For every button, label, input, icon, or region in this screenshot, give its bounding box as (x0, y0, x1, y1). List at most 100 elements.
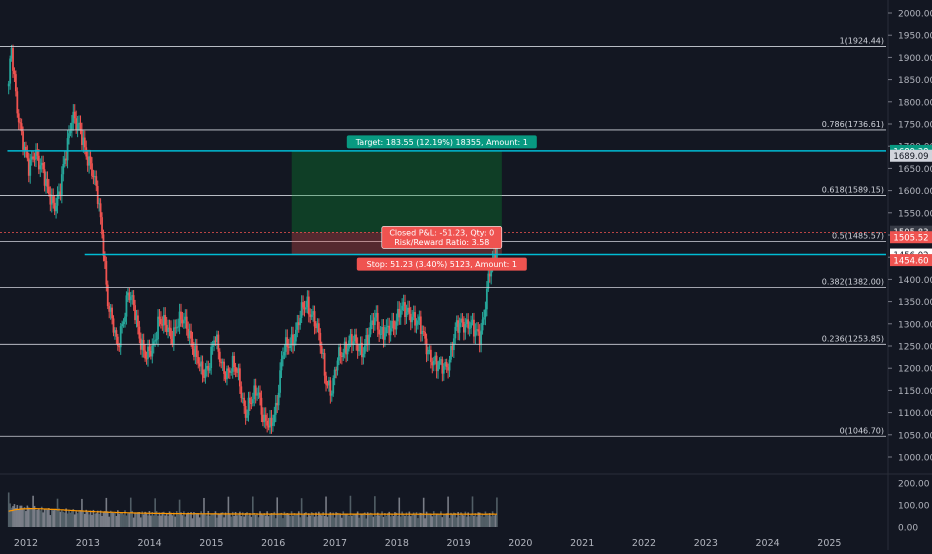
volume-bar (48, 508, 50, 527)
candle-body (243, 397, 246, 406)
volume-bar (162, 511, 165, 527)
candle-body (149, 351, 152, 357)
volume-bar (114, 512, 116, 527)
candle-body (432, 360, 435, 366)
candle-body (270, 417, 273, 426)
candle-body (477, 329, 480, 332)
candle-body (22, 131, 24, 150)
candle-body (213, 340, 215, 346)
volume-bar (66, 513, 69, 527)
candle-body (70, 122, 73, 131)
volume-bar (134, 512, 136, 527)
volume-bar (440, 511, 442, 527)
candle-body (323, 353, 326, 376)
volume-bar (117, 510, 119, 527)
candle-body (52, 196, 55, 203)
candle-body (424, 332, 427, 339)
candle-body (277, 392, 280, 406)
volume-bar (422, 497, 425, 527)
volume-bar (264, 515, 267, 527)
candle-body (16, 91, 19, 114)
volume-bar (441, 517, 444, 527)
candle-body (7, 83, 10, 87)
candle-body (307, 296, 310, 315)
candle-body (37, 155, 40, 170)
candle-body (302, 302, 304, 308)
candle-body (373, 317, 376, 326)
volume-bar (348, 515, 350, 527)
time-axis-label: 2025 (817, 538, 841, 549)
candle-body (63, 158, 66, 165)
candle-body (406, 307, 409, 312)
candle-body (427, 351, 429, 355)
volume-bar (470, 513, 472, 527)
volume-bar (10, 507, 13, 527)
volume-bar (198, 517, 201, 527)
candle-body (203, 375, 205, 378)
volume-axis-tick-label: 0.00 (898, 524, 918, 534)
candle-body (36, 149, 39, 156)
volume-bar (405, 512, 408, 527)
volume-bar (165, 513, 168, 527)
volume-bar (273, 511, 276, 527)
time-axis-label: 2019 (447, 538, 471, 549)
fib-level-label: 0.786(1736.61) (822, 120, 884, 129)
volume-bar (463, 515, 465, 527)
volume-bar (341, 517, 343, 527)
candle-body (207, 365, 210, 371)
candle-body (490, 266, 493, 277)
candle-body (297, 322, 300, 326)
volume-bar (147, 515, 149, 527)
candle-body (363, 345, 366, 354)
volume-bar (378, 515, 380, 527)
volume-bar (477, 512, 480, 527)
candle-body (350, 334, 353, 346)
candle-body (137, 315, 139, 327)
volume-bar (402, 514, 405, 527)
price-axis-tick-label: 1800.00 (898, 98, 932, 108)
candle-body (93, 176, 96, 178)
volume-bar (398, 497, 401, 527)
volume-bar (411, 514, 413, 527)
candle-body (121, 324, 124, 327)
candle-body (412, 312, 415, 317)
volume-bar (213, 513, 215, 527)
volume-bar (73, 514, 76, 527)
volume-bar (142, 514, 145, 527)
volume-bar (283, 511, 286, 527)
volume-bar (408, 511, 411, 527)
volume-bar (362, 513, 365, 527)
volume-bar (33, 505, 36, 527)
candle-body (157, 316, 159, 340)
volume-ma-line (8, 507, 497, 515)
candle-body (33, 158, 36, 160)
volume-bar (79, 510, 82, 527)
candle-body (385, 327, 388, 333)
volume-bar (155, 511, 158, 527)
candle-body (461, 318, 464, 322)
candle-body (366, 335, 369, 344)
volume-bar (204, 514, 207, 527)
candle-body (135, 315, 138, 321)
candle-body (450, 345, 452, 360)
candle-body (142, 339, 145, 351)
candle-body (214, 340, 217, 342)
volume-bar (491, 511, 494, 527)
volume-bar (336, 512, 339, 527)
volume-bar (96, 510, 99, 527)
volume-bar (371, 513, 373, 527)
volume-bar (214, 511, 217, 527)
volume-bar (224, 512, 227, 527)
volume-bar (333, 517, 336, 527)
candle-body (326, 384, 329, 386)
candle-body (280, 359, 283, 371)
volume-bar (185, 513, 188, 527)
volume-bar (12, 506, 14, 527)
candle-body (419, 316, 422, 335)
candle-body (174, 327, 177, 329)
volume-bar (389, 516, 392, 527)
candle-body (329, 380, 332, 396)
volume-bar (339, 513, 342, 527)
